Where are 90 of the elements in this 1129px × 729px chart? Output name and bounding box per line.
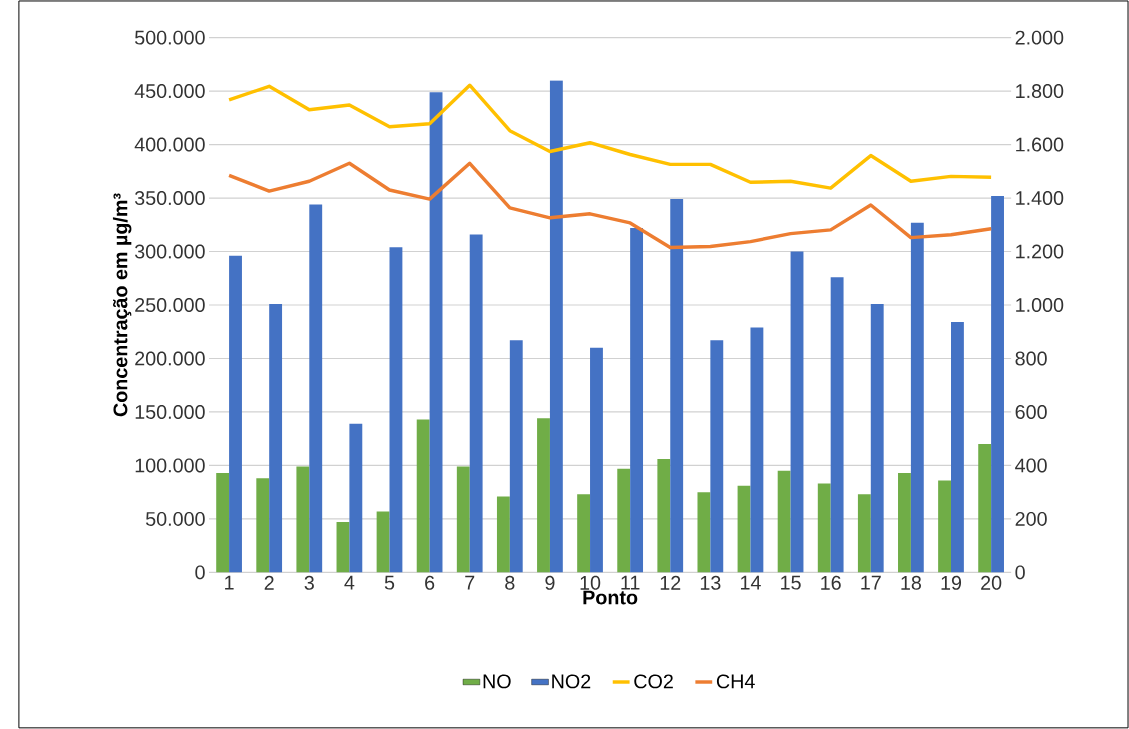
line-series (227, 161, 993, 250)
bar (309, 204, 323, 573)
x-tick-label: 12 (660, 575, 681, 590)
y2-tick-label: 1.600 (1016, 137, 1064, 152)
x-tick-label: 5 (384, 575, 395, 590)
y2-tick-label: 2.000 (1015, 30, 1064, 45)
legend-label: NO (483, 674, 511, 689)
bar (617, 468, 631, 573)
bar (870, 304, 884, 573)
y-tick-label: 0 (195, 565, 205, 580)
y-tick-label: 200.000 (135, 351, 205, 366)
bar (469, 234, 483, 573)
bar (951, 322, 964, 573)
y-tick-label: 450.000 (134, 84, 205, 99)
y2-tick-label: 400 (1015, 458, 1047, 473)
bar (456, 466, 470, 573)
bar (549, 80, 563, 573)
x-tick-label: 7 (465, 575, 475, 590)
bar (537, 418, 550, 573)
bar (991, 195, 1004, 573)
x-tick-label: 18 (901, 575, 922, 590)
legend-label: CO2 (634, 674, 673, 689)
x-tick-label: 11 (621, 575, 640, 590)
x-tick-label: 3 (304, 575, 314, 590)
y2-tick-label: 600 (1015, 405, 1047, 420)
y-tick-label: 400.000 (134, 137, 205, 152)
y-tick-label: 350.000 (134, 191, 205, 206)
bar (938, 480, 951, 573)
bar (349, 423, 363, 573)
x-axis-title: Ponto (583, 590, 638, 605)
x-tick-label: 4 (344, 575, 355, 590)
y2-tick-label: 200 (1015, 512, 1047, 526)
bar (737, 485, 751, 573)
x-tick-label: 19 (941, 575, 962, 590)
x-tick-label: 15 (781, 575, 801, 590)
bar (496, 496, 510, 573)
bar (657, 459, 671, 573)
y-tick-label: 500.000 (135, 30, 205, 45)
line-series (227, 83, 993, 190)
bar (509, 340, 523, 573)
bar (577, 494, 591, 573)
bar (830, 277, 844, 573)
x-tick-label: 14 (741, 575, 761, 590)
x-tick-label: 2 (264, 575, 274, 590)
x-tick-label: 9 (545, 575, 555, 590)
y-tick-label: 300.000 (134, 244, 205, 259)
bar (376, 511, 390, 573)
legend-label: NO2 (552, 674, 591, 689)
bar (978, 444, 992, 573)
legend-label: CH4 (716, 674, 755, 689)
y-tick-label: 250.000 (135, 298, 205, 313)
y2-tick-label: 1.400 (1016, 191, 1064, 206)
bar (630, 228, 644, 573)
bar (256, 478, 270, 573)
x-tick-label: 8 (505, 575, 515, 590)
y2-tick-label: 1.800 (1016, 84, 1064, 99)
bar (216, 472, 230, 573)
bar (296, 466, 310, 573)
y-tick-label: 100.000 (135, 458, 205, 473)
x-tick-label: 13 (700, 575, 721, 590)
y2-tick-label: 800 (1015, 351, 1047, 366)
y-tick-label: 50.000 (145, 512, 205, 526)
bar (710, 340, 724, 573)
bar (750, 327, 764, 573)
x-tick-label: 16 (821, 575, 841, 590)
bar (857, 494, 871, 573)
x-tick-label: 1 (225, 575, 234, 590)
bar (777, 470, 791, 573)
bar (697, 492, 711, 573)
bar (910, 222, 924, 573)
x-tick-label: 10 (580, 575, 601, 590)
y2-tick-label: 1.000 (1016, 298, 1064, 313)
bar (817, 483, 831, 573)
bar (898, 472, 911, 573)
bar (790, 251, 804, 573)
bar (416, 419, 430, 573)
bar (389, 247, 403, 573)
bar (670, 199, 684, 573)
bar (229, 255, 242, 573)
bar (269, 304, 283, 573)
x-tick-label: 6 (425, 575, 435, 590)
x-tick-label: 20 (981, 575, 1002, 590)
bar (429, 92, 443, 573)
bar (336, 522, 350, 573)
bar (590, 347, 603, 573)
y-tick-label: 150.000 (135, 405, 205, 420)
y-axis-title: Concentração em µg/m³ (112, 193, 132, 417)
y2-tick-label: 1.200 (1016, 244, 1064, 259)
y2-tick-label: 0 (1015, 565, 1025, 580)
x-tick-label: 17 (861, 575, 881, 590)
